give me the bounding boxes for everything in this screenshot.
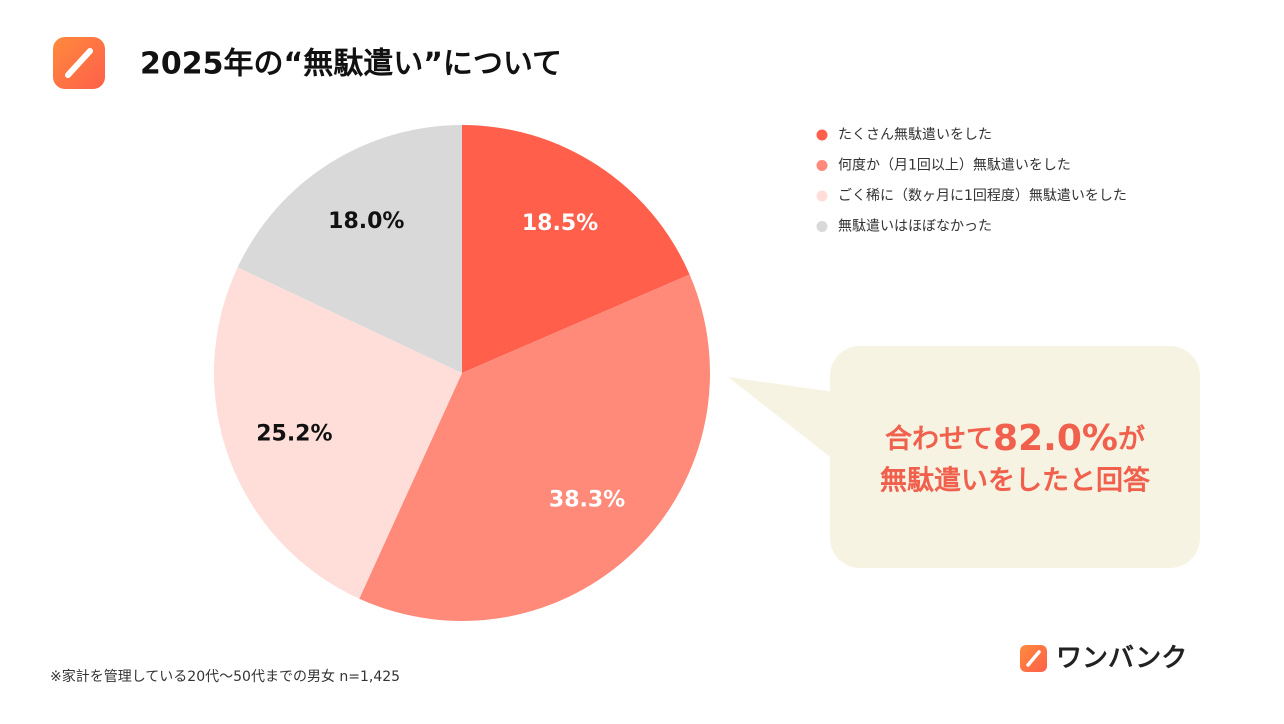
icon-pencil [65, 48, 93, 78]
legend-swatch [816, 221, 828, 232]
callout-line-1: 合わせて82.0%が [885, 418, 1145, 459]
callout-text: が [1118, 423, 1145, 455]
footnote: ※家計を管理している20代〜50代までの男女 n=1,425 [50, 668, 400, 685]
callout-text: 合わせて [885, 423, 993, 455]
legend-label: たくさん無駄遣いをした [838, 127, 992, 143]
legend-label: 何度か（月1回以上）無駄遣いをした [838, 158, 1071, 174]
legend-swatch [816, 129, 828, 141]
legend-swatch [816, 190, 828, 202]
legend-swatch [816, 160, 828, 171]
pie-slice [462, 125, 690, 373]
legend-label: 無駄遣いはほぼなかった [838, 219, 992, 235]
callout-line-2: 無駄遣いをしたと回答 [880, 465, 1151, 497]
callout-pointer [728, 377, 834, 460]
brand-name: ワンバンク [1056, 644, 1187, 674]
legend-label: ごく稀に（数ヶ月に1回程度）無駄遣いをした [838, 188, 1127, 204]
brand-pencil [1026, 650, 1041, 667]
slice-label: 25.2% [256, 422, 332, 447]
callout-highlight: 82.0% [993, 418, 1118, 459]
pie-slice [213, 267, 462, 599]
slice-label: 38.3% [549, 487, 625, 512]
pie-slice [237, 125, 462, 373]
callout-box [830, 346, 1200, 568]
chart-title: 2025年の“無駄遣い”について [140, 47, 562, 82]
slice-label: 18.5% [522, 211, 598, 236]
slice-label: 18.0% [328, 209, 404, 234]
pie-slice [359, 274, 710, 622]
